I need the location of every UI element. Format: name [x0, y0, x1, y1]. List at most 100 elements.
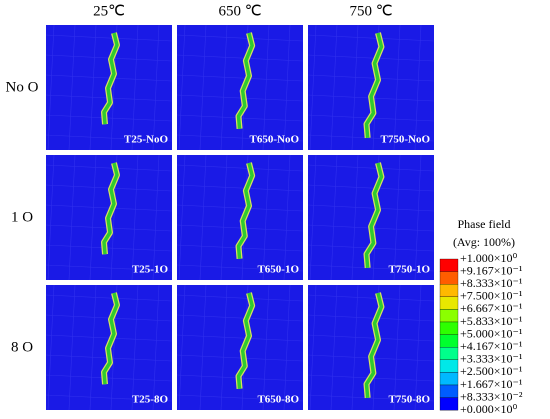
panel: T750-8O [307, 284, 435, 411]
grain-boundary [176, 334, 304, 342]
grain-boundary [45, 244, 173, 252]
panel-label: T650-8O [257, 394, 299, 406]
legend-swatch [439, 271, 459, 285]
grain-boundary [176, 54, 304, 62]
legend-label: +8.333×10⁻² [460, 389, 523, 403]
grain-boundary [307, 264, 435, 272]
legend-label: +4.167×10⁻¹ [460, 339, 523, 353]
legend-label: +1.000×10⁰ [460, 251, 518, 265]
grain-boundary [89, 154, 97, 281]
grain-boundary [176, 314, 304, 322]
grain-boundary [176, 224, 304, 232]
grain-boundary [199, 154, 207, 281]
legend-label: +9.167×10⁻¹ [460, 263, 523, 277]
row-label: 1 O [11, 209, 33, 225]
grain-boundary [176, 294, 304, 302]
grain-boundary [351, 284, 359, 411]
grain-boundary [47, 154, 55, 281]
crack [102, 32, 119, 125]
panel-label: T750-8O [388, 394, 430, 406]
panel: T650-NoO [176, 24, 304, 151]
legend-swatch [439, 258, 459, 272]
legend-label: +1.667×10⁻¹ [460, 377, 523, 391]
grain-boundary [351, 154, 359, 281]
legend-swatch [439, 309, 459, 323]
grain-boundary [307, 294, 435, 302]
grain-boundary [414, 154, 422, 281]
legend-label: +0.000×10⁰ [460, 402, 518, 416]
grain-boundary [152, 284, 160, 411]
panel-background [308, 285, 434, 410]
grain-boundary [131, 284, 139, 411]
panel: T25-NoO [45, 24, 173, 151]
legend-swatch [439, 397, 459, 411]
grain-boundary [47, 284, 55, 411]
grain-boundary [176, 134, 304, 142]
legend-label: +2.500×10⁻¹ [460, 364, 523, 378]
panel: T650-1O [176, 154, 304, 281]
grain-boundary [283, 284, 291, 411]
grain-boundary [330, 284, 338, 411]
legend-swatch [439, 334, 459, 348]
grain-boundary [45, 34, 173, 42]
grain-boundary [307, 394, 435, 402]
grain-boundary [45, 374, 173, 382]
grain-boundary [45, 264, 173, 272]
column-header: 650 ℃ [218, 3, 261, 19]
grain-boundary [330, 154, 338, 281]
legend-label: +5.833×10⁻¹ [460, 314, 523, 328]
column-header: 25℃ [93, 3, 125, 19]
grain-boundary [262, 154, 270, 281]
panel-label: T25-NoO [124, 134, 168, 146]
grain-boundary [45, 114, 173, 122]
grain-boundary [176, 264, 304, 272]
legend-swatch [439, 384, 459, 398]
panel-background [308, 25, 434, 150]
grain-boundary [176, 394, 304, 402]
grain-boundary [178, 284, 186, 411]
crack [236, 292, 254, 389]
grain-boundary [178, 24, 186, 151]
grain-boundary [176, 34, 304, 42]
panel: T750-NoO [307, 24, 435, 151]
panel-label: T25-8O [132, 394, 169, 406]
panel-label: T750-1O [388, 264, 430, 276]
grain-boundary [176, 204, 304, 212]
grain-boundary [307, 54, 435, 62]
legend-swatch [439, 347, 459, 360]
panel: T25-1O [45, 154, 173, 281]
grain-boundary [131, 154, 139, 281]
grain-boundary [307, 164, 435, 172]
crack [364, 162, 384, 269]
row-label: 8 O [11, 339, 33, 355]
crack [236, 162, 254, 259]
grain-boundary [220, 284, 228, 411]
crack [102, 162, 119, 255]
grain-boundary [307, 204, 435, 212]
grain-boundary [68, 24, 76, 151]
grain-boundary [176, 74, 304, 82]
grain-boundary [307, 314, 435, 322]
legend-label: +3.333×10⁻¹ [460, 352, 523, 366]
grain-boundary [45, 394, 173, 402]
grain-boundary [307, 334, 435, 342]
grain-boundary [45, 134, 173, 142]
panel: T750-1O [307, 154, 435, 281]
panel-background [308, 155, 434, 280]
grain-boundary [152, 154, 160, 281]
grain-boundary [393, 24, 401, 151]
crack [236, 32, 254, 129]
panel-background [177, 285, 303, 410]
grain-boundary [351, 24, 359, 151]
grain-boundary [283, 154, 291, 281]
grain-boundary [176, 354, 304, 362]
grain-boundary [309, 24, 317, 151]
crack [102, 292, 119, 385]
grain-boundary [47, 24, 55, 151]
grain-boundary [45, 294, 173, 302]
grain-boundary [307, 74, 435, 82]
grain-boundary [414, 24, 422, 151]
legend-swatch [439, 359, 459, 373]
legend-swatch [439, 284, 459, 297]
